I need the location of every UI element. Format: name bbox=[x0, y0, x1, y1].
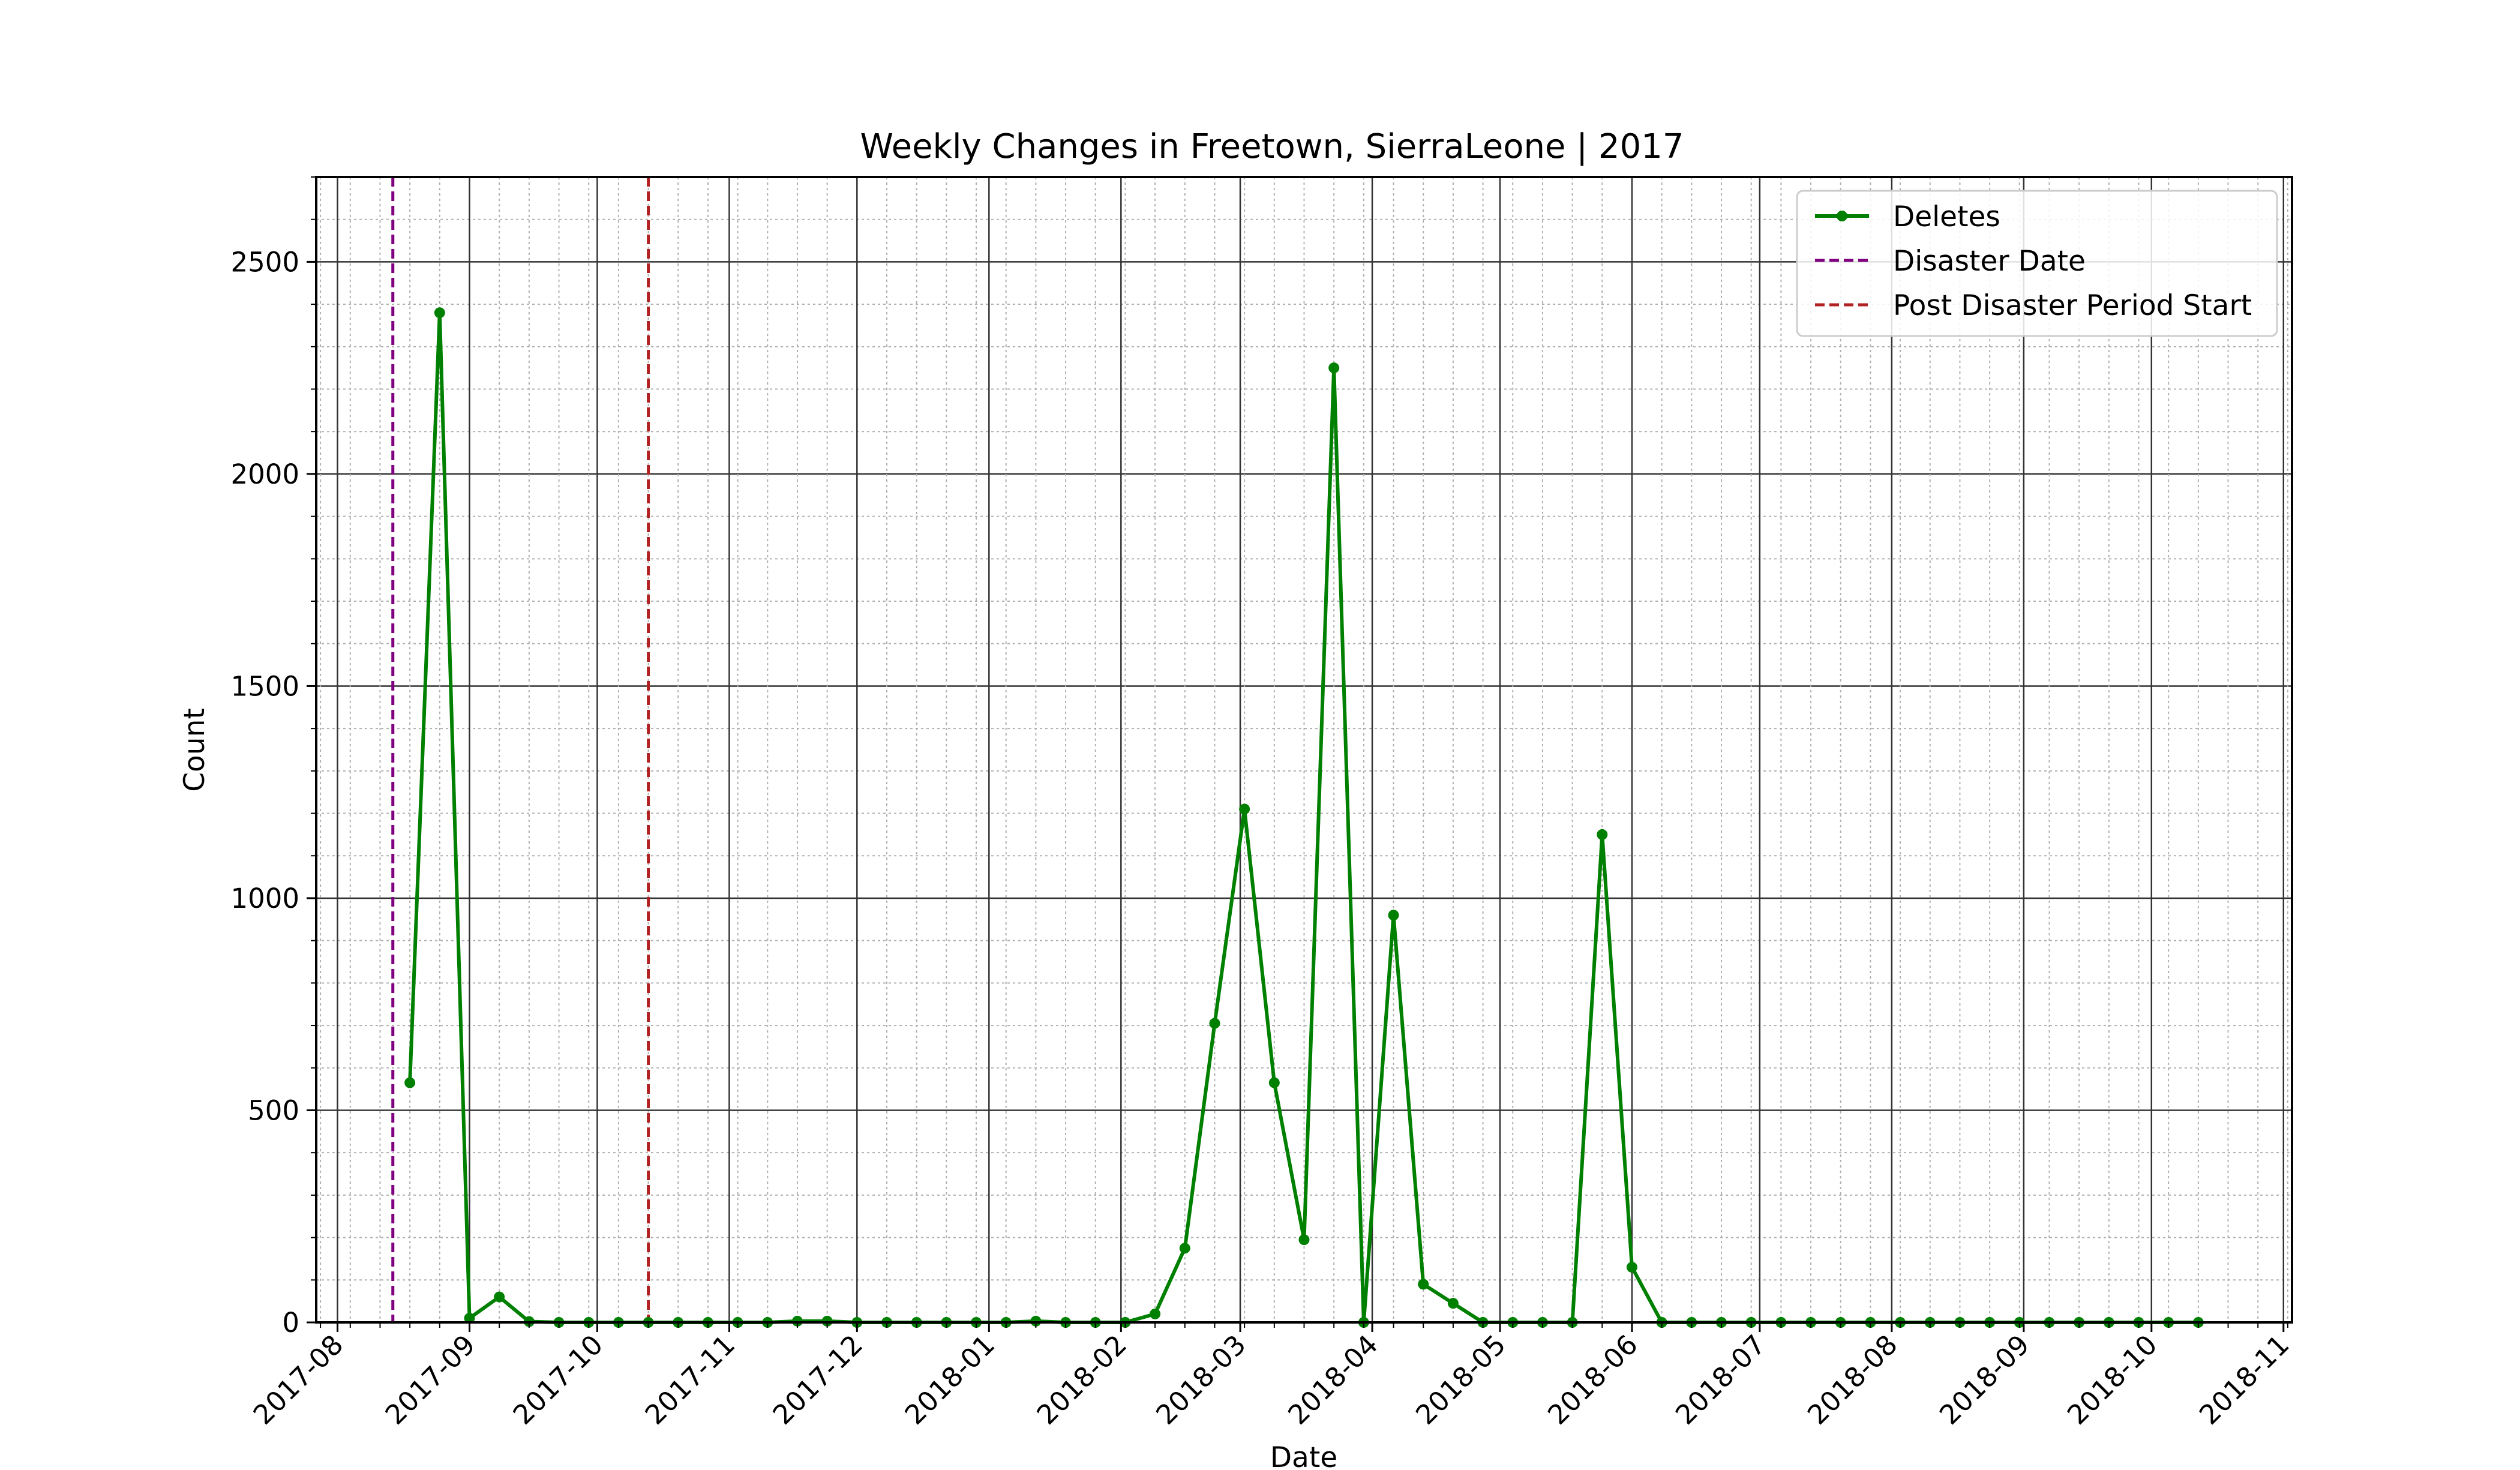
y-tick-label: 2000 bbox=[230, 458, 299, 490]
deletes-point bbox=[821, 1315, 833, 1327]
deletes-point bbox=[1239, 803, 1250, 815]
deletes-point bbox=[1179, 1243, 1190, 1254]
deletes-point bbox=[1328, 362, 1340, 374]
grid-layer bbox=[316, 176, 2292, 1324]
y-tick-label: 2500 bbox=[230, 246, 299, 278]
deletes-point bbox=[464, 1312, 475, 1324]
deletes-point bbox=[1447, 1298, 1459, 1309]
deletes-point bbox=[1388, 910, 1399, 921]
deletes-point bbox=[1418, 1279, 1429, 1290]
y-tick-label: 1000 bbox=[230, 883, 299, 914]
deletes-point bbox=[1268, 1077, 1280, 1088]
deletes-point bbox=[494, 1291, 505, 1303]
y-tick-label: 500 bbox=[248, 1094, 299, 1126]
chart-title: Weekly Changes in Freetown, SierraLeone … bbox=[860, 127, 1684, 166]
deletes-point bbox=[1626, 1262, 1637, 1273]
vline-layer bbox=[391, 177, 650, 1322]
deletes-point bbox=[434, 307, 445, 319]
deletes-point bbox=[1298, 1234, 1310, 1246]
legend-label-deletes: Deletes bbox=[1893, 200, 2000, 233]
legend-box bbox=[1796, 190, 2278, 337]
y-tick-label: 1500 bbox=[230, 670, 299, 702]
y-tick-label: 0 bbox=[282, 1307, 299, 1339]
deletes-point bbox=[1150, 1308, 1161, 1319]
legend-marker-deletes bbox=[1837, 211, 1847, 221]
x-axis-title: Date bbox=[1270, 1441, 1337, 1470]
deletes-point bbox=[1030, 1315, 1042, 1327]
y-axis: 0 500 1000 1500 2000 2500 bbox=[230, 176, 316, 1339]
legend-label-post-disaster: Post Disaster Period Start bbox=[1893, 289, 2252, 322]
deletes-point bbox=[404, 1077, 416, 1088]
legend: Deletes Disaster Date Post Disaster Peri… bbox=[1796, 190, 2278, 337]
legend-label-disaster-date: Disaster Date bbox=[1893, 245, 2086, 278]
deletes-point bbox=[1597, 829, 1608, 840]
y-axis-title: Count bbox=[178, 708, 211, 792]
deletes-point bbox=[791, 1315, 803, 1327]
deletes-point bbox=[1209, 1018, 1220, 1029]
